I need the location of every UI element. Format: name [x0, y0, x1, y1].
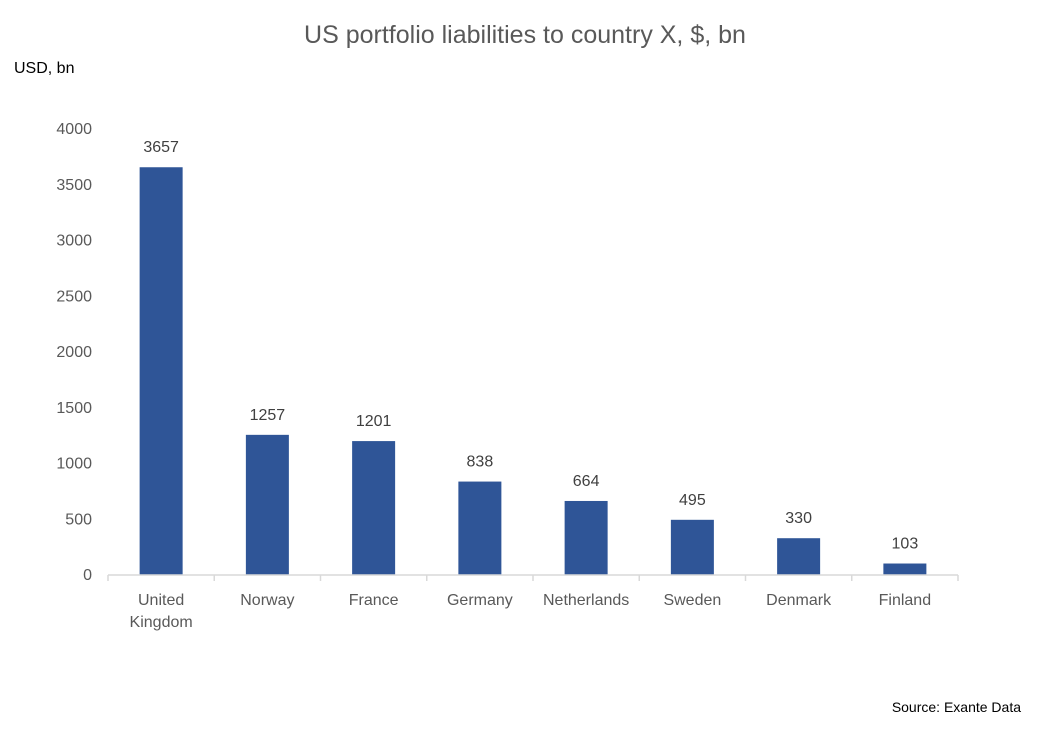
- chart-title: US portfolio liabilities to country X, $…: [304, 21, 746, 49]
- data-label: 3657: [143, 139, 179, 156]
- data-label: 838: [467, 454, 494, 471]
- y-tick-label: 3000: [56, 233, 92, 250]
- y-tick-label: 2500: [56, 288, 92, 305]
- bar: [883, 563, 927, 575]
- category-label: Germany: [447, 592, 513, 609]
- data-label: 495: [679, 492, 706, 509]
- bar: [139, 167, 183, 575]
- bar: [777, 538, 821, 575]
- data-label: 1257: [250, 407, 286, 424]
- x-axis: [107, 574, 959, 581]
- y-tick-label: 500: [65, 511, 92, 528]
- source-note: Source: Exante Data: [892, 699, 1021, 715]
- data-label: 330: [785, 510, 812, 527]
- bar: [458, 481, 502, 575]
- x-axis-categories: United Kingdom Norway France Germany Netherla…: [130, 592, 932, 631]
- bar: [670, 519, 714, 575]
- y-tick-label: 3500: [56, 177, 92, 194]
- bars: [139, 167, 927, 575]
- category-label: France: [349, 592, 399, 609]
- y-tick-label: 0: [83, 567, 92, 584]
- y-tick-label: 2000: [56, 344, 92, 361]
- bar: [352, 441, 396, 575]
- category-label: United Kingdom: [130, 592, 193, 631]
- category-label: Finland: [879, 592, 931, 609]
- category-label: Norway: [240, 592, 294, 609]
- bar: [245, 434, 289, 575]
- y-axis-ticks: 0 500 1000 1500 2000 2500 3000 3500 4000: [56, 121, 92, 584]
- data-labels: 3657 1257 1201 838 664 495 330 103: [143, 139, 918, 552]
- category-label: Denmark: [766, 592, 832, 609]
- y-tick-label: 1500: [56, 400, 92, 417]
- category-label: Netherlands: [543, 592, 629, 609]
- y-tick-label: 4000: [56, 121, 92, 138]
- y-axis-label: USD, bn: [14, 60, 74, 77]
- data-label: 664: [573, 473, 600, 490]
- category-label: Sweden: [663, 592, 721, 609]
- data-label: 1201: [356, 413, 392, 430]
- bar: [564, 500, 608, 575]
- y-tick-label: 1000: [56, 456, 92, 473]
- data-label: 103: [892, 536, 919, 553]
